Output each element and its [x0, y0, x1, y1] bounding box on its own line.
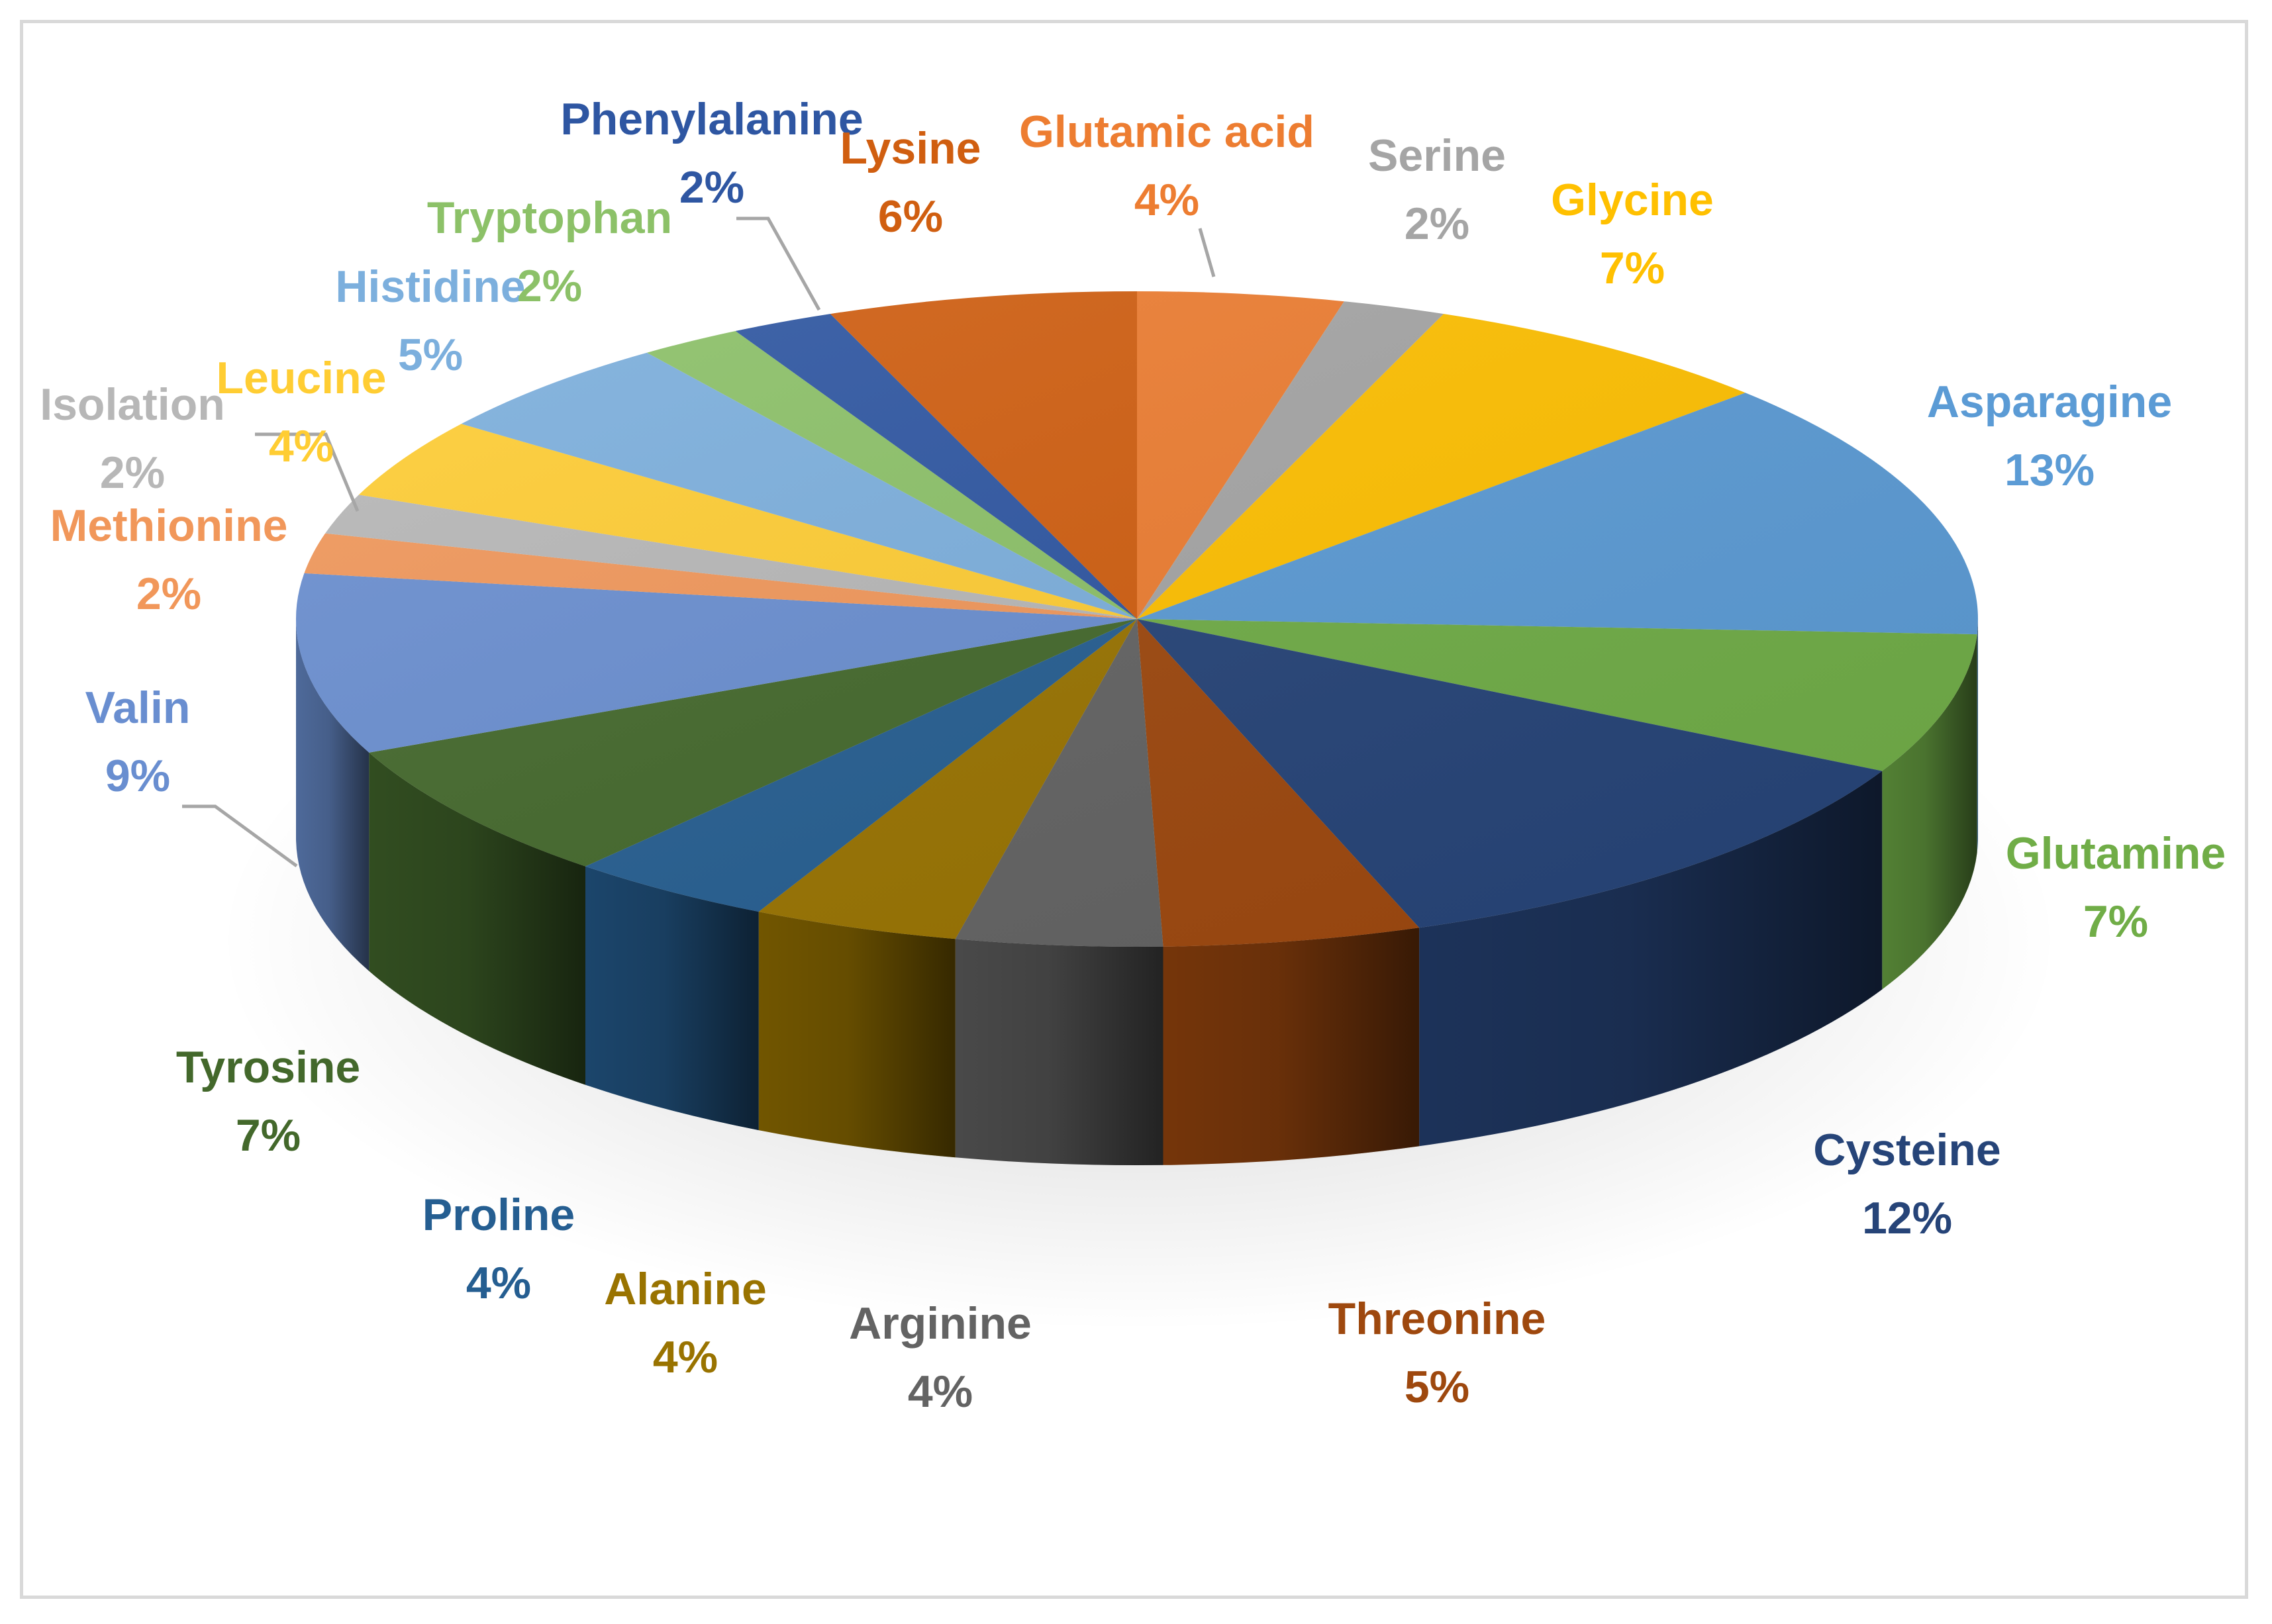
value-label-lysine: 6% — [878, 191, 943, 242]
label-serine: Serine — [1368, 130, 1506, 181]
label-methionine: Methionine — [50, 501, 288, 551]
label-glutamic-acid: Glutamic acid — [1019, 107, 1314, 157]
side-shade-tyrosine — [369, 752, 585, 1085]
label-lysine: Lysine — [840, 123, 981, 173]
label-threonine: Threonine — [1328, 1294, 1546, 1344]
side-shade-threonine — [1163, 928, 1420, 1165]
value-label-glycine: 7% — [1600, 243, 1665, 293]
value-label-tyrosine: 7% — [236, 1110, 301, 1161]
leader-line-isolation — [255, 432, 360, 512]
label-proline: Proline — [422, 1190, 575, 1240]
side-shade-alanine — [758, 912, 956, 1158]
side-shade-proline — [585, 866, 759, 1131]
pie-sides — [295, 619, 1978, 1166]
value-label-histidine: 5% — [398, 330, 463, 380]
label-histidine: Histidine — [335, 262, 525, 312]
label-valin: Valin — [85, 683, 191, 733]
label-arginine: Arginine — [849, 1298, 1032, 1349]
label-leucine: Leucine — [217, 353, 387, 403]
label-glutamine: Glutamine — [2006, 828, 2226, 879]
value-label-arginine: 4% — [908, 1366, 973, 1417]
data-labels: Glutamic acid 4% Serine 2% Glycine 7% Asparagi… — [40, 94, 2226, 1417]
leader-line-valin — [182, 804, 298, 868]
top-gloss — [296, 291, 1978, 947]
label-glycine: Glycine — [1551, 175, 1714, 225]
leader-line-glutamic-acid — [1198, 228, 1216, 277]
label-cysteine: Cysteine — [1813, 1125, 2000, 1175]
value-label-proline: 4% — [466, 1258, 531, 1308]
label-isolation: Isolation — [40, 379, 225, 430]
value-label-methionine: 2% — [136, 569, 201, 619]
value-label-isolation: 2% — [100, 448, 165, 498]
value-label-threonine: 5% — [1405, 1362, 1469, 1412]
leader-line-phenylalanine — [736, 216, 821, 311]
value-label-phenylalanine: 2% — [679, 162, 744, 213]
side-shade-asparagine — [1977, 619, 1978, 853]
side-shade-cysteine — [1419, 771, 1883, 1147]
leader-lines — [182, 216, 1216, 868]
label-tryptophan: Tryptophan — [427, 193, 672, 243]
side-shade-arginine — [955, 939, 1163, 1166]
value-label-tryptophan: 2% — [517, 261, 582, 311]
label-asparagine: Asparagine — [1927, 377, 2172, 427]
value-label-serine: 2% — [1405, 199, 1469, 249]
value-label-asparagine: 13% — [2004, 445, 2095, 495]
label-phenylalanine: Phenylalanine — [560, 94, 863, 144]
side-shade-valin — [295, 619, 370, 971]
value-label-valin: 9% — [105, 751, 170, 801]
value-label-glutamine: 7% — [2083, 896, 2148, 947]
value-label-glutamic-acid: 4% — [1134, 175, 1199, 225]
value-label-leucine: 4% — [269, 421, 334, 471]
pie-tops — [295, 291, 1978, 947]
label-tyrosine: Tyrosine — [176, 1042, 360, 1092]
value-label-cysteine: 12% — [1862, 1193, 1952, 1243]
value-label-alanine: 4% — [653, 1332, 718, 1382]
label-alanine: Alanine — [604, 1264, 767, 1314]
side-shade-glutamine — [1882, 634, 1977, 990]
